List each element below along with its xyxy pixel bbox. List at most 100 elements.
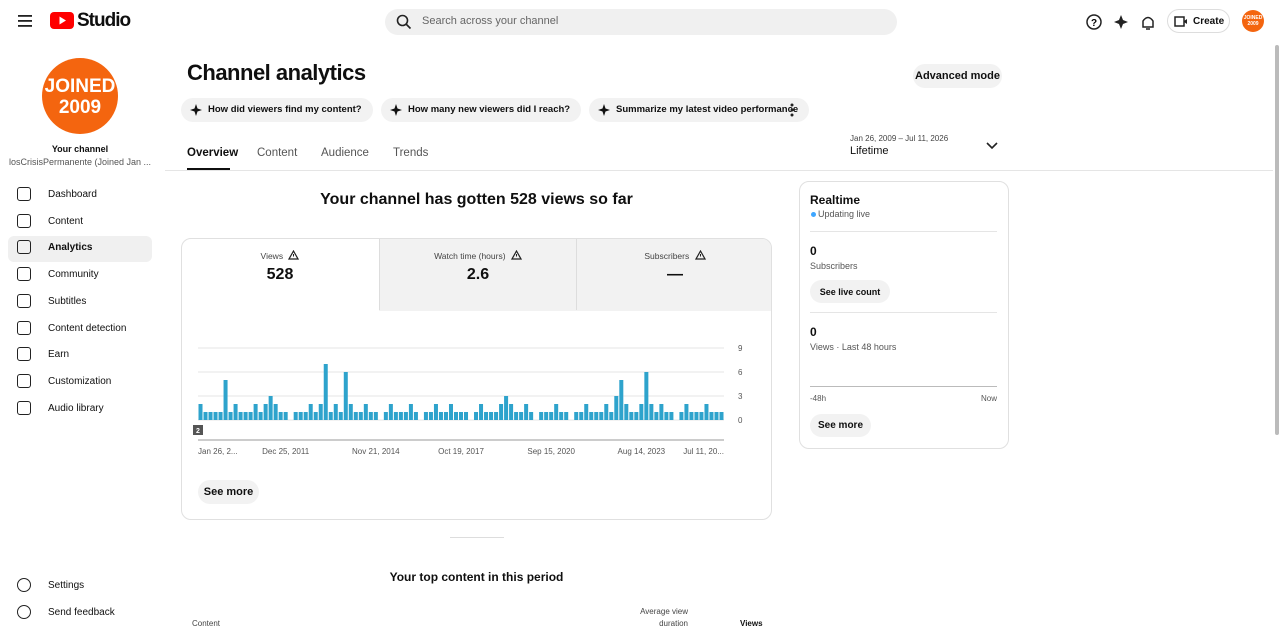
column-header: Views — [740, 619, 763, 628]
bar — [694, 412, 699, 420]
realtime-card — [799, 181, 1009, 449]
bar — [664, 412, 669, 420]
bar — [373, 412, 378, 420]
bar — [689, 412, 694, 420]
sparkle-icon — [598, 104, 610, 116]
nav-item[interactable]: Content — [48, 215, 84, 227]
bar — [348, 404, 353, 420]
nav-item[interactable]: Customization — [48, 375, 112, 387]
nav-item[interactable]: Subtitles — [48, 295, 87, 307]
x-tick-label: Oct 19, 2017 — [438, 447, 484, 456]
nav-item[interactable]: Dashboard — [48, 189, 97, 200]
nav-item[interactable]: Content detection — [48, 322, 127, 334]
bar — [474, 412, 479, 420]
bar — [448, 404, 453, 420]
nav-icon — [17, 187, 31, 201]
suggestion-chip[interactable]: Summarize my latest video performance — [589, 98, 810, 122]
nav-item[interactable]: Audio library — [48, 402, 104, 414]
bar — [428, 412, 433, 420]
bar — [514, 412, 519, 420]
live-count-button[interactable]: See live count — [810, 280, 890, 303]
y-tick-label: 6 — [738, 368, 743, 377]
bar — [619, 380, 624, 420]
period[interactable]: Lifetime — [850, 145, 889, 157]
nav-icon — [17, 400, 31, 415]
bar — [388, 404, 393, 420]
bar — [308, 404, 313, 420]
metric-tab[interactable]: Watch time (hours) 2.6 — [379, 239, 576, 310]
bar — [509, 404, 514, 420]
bar — [298, 412, 303, 420]
bar — [293, 412, 298, 420]
bar — [659, 404, 664, 420]
nav-icon — [17, 240, 31, 255]
advanced-mode-button[interactable]: Advanced mode — [913, 64, 1002, 88]
realtime-status: Updating live — [818, 209, 871, 219]
search-box[interactable] — [385, 9, 897, 35]
bar — [343, 372, 348, 420]
bar — [353, 412, 358, 420]
bar — [253, 404, 258, 420]
scrollbar[interactable] — [1275, 45, 1279, 435]
warning-icon — [694, 249, 706, 260]
bar — [719, 412, 724, 420]
bar — [479, 404, 484, 420]
bar — [644, 372, 649, 420]
bar — [458, 412, 464, 420]
metric-tab[interactable]: Subscribers — — [576, 239, 773, 310]
nav-active — [8, 236, 152, 262]
x-tick-label: Nov 21, 2014 — [352, 447, 400, 456]
analytics-card — [181, 238, 772, 520]
header-icons[interactable]: ? — [1086, 13, 1162, 31]
bar — [584, 404, 589, 420]
account-avatar[interactable]: JOINED 2009 — [1242, 10, 1264, 32]
bar — [604, 404, 609, 420]
create-button[interactable] — [1167, 9, 1230, 33]
channel-label: Your channel — [51, 144, 109, 154]
bar — [358, 412, 363, 420]
nav-icon — [17, 213, 31, 228]
svg-text:?: ? — [1091, 18, 1097, 29]
logo-icon[interactable] — [50, 12, 74, 29]
divider — [165, 170, 1273, 171]
nav-item[interactable]: Send feedback — [48, 606, 115, 618]
tab[interactable]: Trends — [393, 147, 429, 159]
bar — [283, 412, 288, 420]
bar — [368, 412, 373, 420]
suggestion-chip[interactable]: How many new viewers did I reach? — [381, 98, 582, 122]
suggestion-chip[interactable]: How did viewers find my content? — [181, 98, 373, 122]
tab-underline — [187, 168, 230, 170]
nav-item[interactable]: Settings — [48, 580, 85, 591]
tab[interactable]: Audience — [321, 147, 369, 159]
bar — [494, 412, 499, 420]
separator — [450, 537, 504, 538]
bar — [363, 404, 368, 420]
more-icon[interactable] — [788, 102, 796, 118]
see-more-button[interactable]: See more — [198, 480, 259, 504]
realtime-see-more[interactable]: See more — [810, 414, 871, 437]
logo-text[interactable]: Studio — [77, 10, 131, 31]
tab[interactable]: Overview — [187, 147, 239, 159]
nav-item[interactable]: Analytics — [48, 242, 93, 254]
sparkle-icon — [390, 104, 402, 116]
bar — [624, 404, 629, 420]
dropdown-icon[interactable] — [986, 142, 998, 150]
y-tick-label: 0 — [738, 416, 743, 425]
bar — [554, 404, 559, 420]
tab[interactable]: Content — [257, 147, 298, 159]
metric-value: 528 — [266, 266, 294, 283]
search-icon — [396, 14, 412, 30]
channel-avatar[interactable]: JOINED 2009 — [42, 58, 118, 134]
bar — [203, 412, 208, 420]
metric-tab[interactable]: Views 528 — [182, 239, 378, 310]
nav-item[interactable]: Community — [48, 269, 99, 281]
bar — [233, 404, 238, 420]
menu-icon[interactable] — [18, 15, 32, 27]
bar — [328, 412, 333, 420]
bar — [679, 412, 684, 420]
nav-item[interactable]: Earn — [48, 349, 70, 361]
bar — [609, 412, 614, 420]
warning-icon — [510, 249, 522, 260]
